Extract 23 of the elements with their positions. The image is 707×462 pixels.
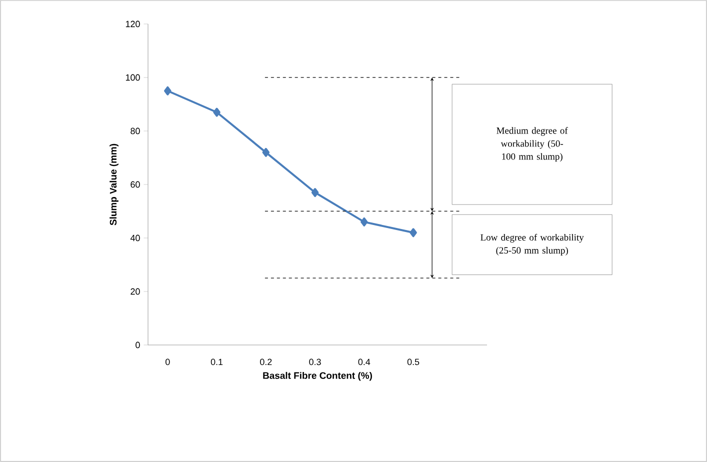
point bbox=[360, 217, 368, 226]
y-tick-label: 80 bbox=[130, 128, 140, 134]
point bbox=[410, 228, 417, 238]
y-tick-label: 100 bbox=[126, 74, 140, 81]
x-tick-label: 0.4 bbox=[358, 358, 370, 366]
x-tick-label: 0.1 bbox=[210, 358, 223, 366]
y-tick-label: 120 bbox=[126, 20, 140, 28]
x-tick-label: 0 bbox=[166, 358, 170, 366]
point bbox=[213, 108, 220, 117]
annotation: Low degree of workability (25-50 mm slump) bbox=[480, 234, 584, 256]
x-tick-label: 0.2 bbox=[260, 358, 272, 366]
y-tick-label: 40 bbox=[130, 234, 140, 242]
text: Medium degree of workability (50-100 mm slump) bbox=[496, 127, 568, 162]
y-axis-title: Slump Value (mm) bbox=[110, 144, 118, 226]
y-tick-label: 20 bbox=[130, 288, 140, 295]
x-tick-label: 0.5 bbox=[407, 358, 420, 366]
point bbox=[311, 188, 319, 198]
point bbox=[262, 148, 270, 157]
x-axis-title: Basalt Fibre Content (%) bbox=[263, 372, 372, 381]
point bbox=[164, 86, 172, 96]
y-tick-label: 60 bbox=[130, 181, 140, 188]
x-tick-label: 0.3 bbox=[309, 358, 321, 366]
y-tick-label: 0 bbox=[136, 342, 140, 348]
